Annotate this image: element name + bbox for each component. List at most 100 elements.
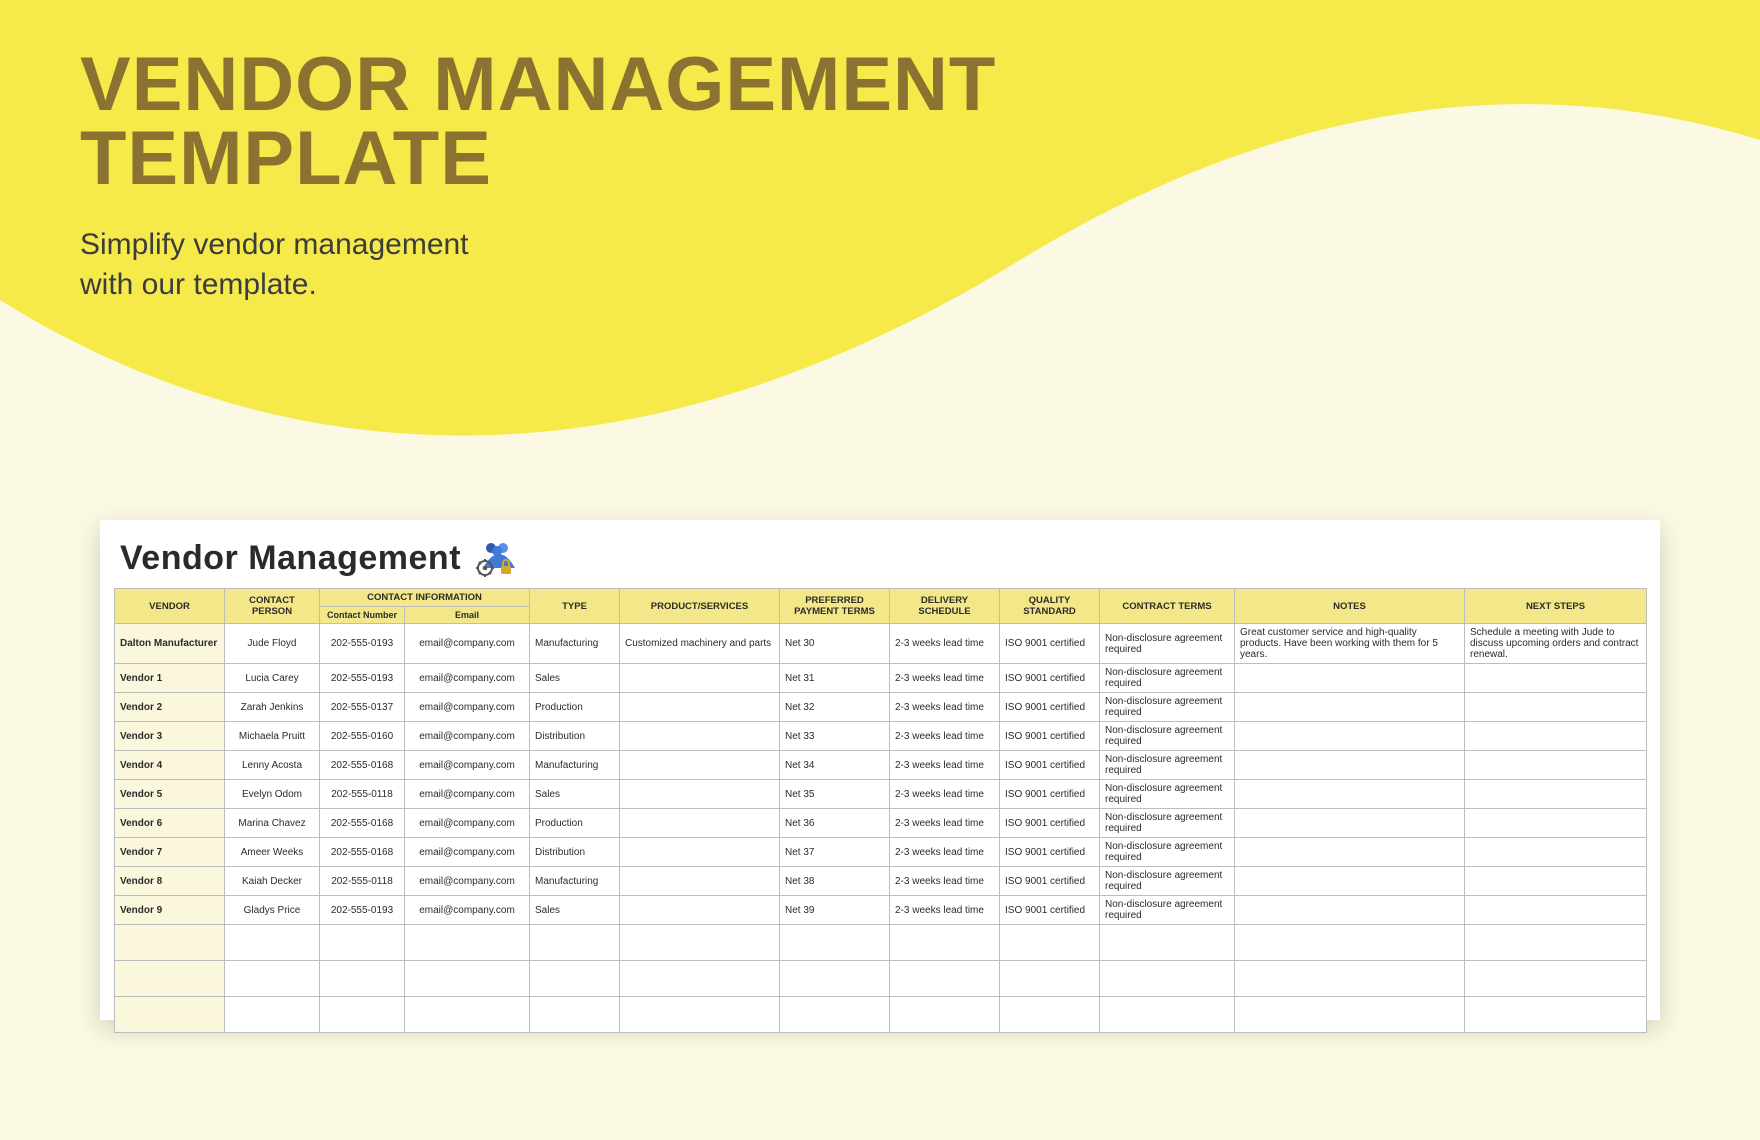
cell-vendor: Vendor 5 (115, 780, 225, 809)
cell-vendor: Vendor 1 (115, 664, 225, 693)
cell-phone: 202-555-0137 (320, 693, 405, 722)
cell-notes (1235, 867, 1465, 896)
cell-notes (1235, 664, 1465, 693)
col-next: NEXT STEPS (1465, 589, 1647, 624)
cell-email: email@company.com (405, 624, 530, 664)
cell-contract: Non-disclosure agreement required (1100, 780, 1235, 809)
page-canvas: VENDOR MANAGEMENT TEMPLATE Simplify vend… (0, 0, 1760, 1140)
col-email: Email (405, 607, 530, 624)
col-contract: CONTRACT TERMS (1100, 589, 1235, 624)
cell-person: Evelyn Odom (225, 780, 320, 809)
cell-delivery: 2-3 weeks lead time (890, 809, 1000, 838)
cell-email: email@company.com (405, 896, 530, 925)
cell-blank (320, 961, 405, 997)
cell-product (620, 896, 780, 925)
cell-vendor: Vendor 6 (115, 809, 225, 838)
cell-blank (1235, 961, 1465, 997)
cell-payment: Net 31 (780, 664, 890, 693)
cell-payment: Net 37 (780, 838, 890, 867)
cell-delivery: 2-3 weeks lead time (890, 693, 1000, 722)
cell-next: Schedule a meeting with Jude to discuss … (1465, 624, 1647, 664)
cell-phone: 202-555-0160 (320, 722, 405, 751)
cell-type: Sales (530, 780, 620, 809)
cell-blank (320, 997, 405, 1033)
cell-payment: Net 38 (780, 867, 890, 896)
title-line-2: TEMPLATE (80, 116, 492, 201)
cell-blank (890, 961, 1000, 997)
col-product: PRODUCT/SERVICES (620, 589, 780, 624)
cell-blank (1000, 961, 1100, 997)
cell-next (1465, 664, 1647, 693)
cell-contract: Non-disclosure agreement required (1100, 867, 1235, 896)
cell-blank (1465, 997, 1647, 1033)
col-vendor: VENDOR (115, 589, 225, 624)
table-row-blank (115, 961, 1647, 997)
cell-contract: Non-disclosure agreement required (1100, 809, 1235, 838)
cell-type: Sales (530, 664, 620, 693)
cell-blank (890, 925, 1000, 961)
subtitle-line-1: Simplify vendor management (80, 228, 469, 261)
cell-next (1465, 896, 1647, 925)
cell-type: Manufacturing (530, 624, 620, 664)
cell-quality: ISO 9001 certified (1000, 867, 1100, 896)
cell-delivery: 2-3 weeks lead time (890, 624, 1000, 664)
col-delivery: DELIVERY SCHEDULE (890, 589, 1000, 624)
cell-product (620, 867, 780, 896)
cell-notes: Great customer service and high-quality … (1235, 624, 1465, 664)
cell-person: Zarah Jenkins (225, 693, 320, 722)
cell-quality: ISO 9001 certified (1000, 838, 1100, 867)
cell-blank (115, 925, 225, 961)
table-row-blank (115, 997, 1647, 1033)
table-row: Vendor 3Michaela Pruitt202-555-0160email… (115, 722, 1647, 751)
cell-notes (1235, 896, 1465, 925)
cell-blank (620, 925, 780, 961)
cell-notes (1235, 722, 1465, 751)
cell-blank (1000, 925, 1100, 961)
cell-blank (405, 961, 530, 997)
spreadsheet-card: Vendor Management (100, 520, 1660, 1020)
cell-blank (405, 997, 530, 1033)
table-row: Vendor 8Kaiah Decker202-555-0118email@co… (115, 867, 1647, 896)
subtitle-line-2: with our template. (80, 268, 317, 301)
sheet-title-row: Vendor Management (120, 538, 1646, 578)
cell-blank (225, 961, 320, 997)
cell-email: email@company.com (405, 867, 530, 896)
cell-delivery: 2-3 weeks lead time (890, 867, 1000, 896)
cell-product: Customized machinery and parts (620, 624, 780, 664)
cell-notes (1235, 838, 1465, 867)
cell-phone: 202-555-0168 (320, 751, 405, 780)
cell-next (1465, 867, 1647, 896)
cell-phone: 202-555-0168 (320, 809, 405, 838)
cell-quality: ISO 9001 certified (1000, 693, 1100, 722)
cell-payment: Net 30 (780, 624, 890, 664)
cell-blank (530, 925, 620, 961)
cell-blank (1465, 961, 1647, 997)
cell-product (620, 693, 780, 722)
cell-blank (780, 997, 890, 1033)
cell-type: Sales (530, 896, 620, 925)
cell-blank (530, 997, 620, 1033)
cell-person: Ameer Weeks (225, 838, 320, 867)
cell-vendor: Vendor 2 (115, 693, 225, 722)
cell-blank (620, 997, 780, 1033)
cell-blank (225, 997, 320, 1033)
cell-payment: Net 32 (780, 693, 890, 722)
cell-next (1465, 780, 1647, 809)
vendor-table: VENDOR CONTACT PERSON CONTACT INFORMATIO… (114, 588, 1647, 1033)
table-row: Vendor 1Lucia Carey202-555-0193email@com… (115, 664, 1647, 693)
cell-notes (1235, 809, 1465, 838)
cell-person: Lenny Acosta (225, 751, 320, 780)
cell-person: Jude Floyd (225, 624, 320, 664)
cell-next (1465, 693, 1647, 722)
cell-blank (1235, 997, 1465, 1033)
cell-notes (1235, 693, 1465, 722)
cell-payment: Net 34 (780, 751, 890, 780)
cell-blank (1100, 997, 1235, 1033)
cell-blank (115, 997, 225, 1033)
cell-blank (1100, 961, 1235, 997)
cell-vendor: Vendor 7 (115, 838, 225, 867)
cell-phone: 202-555-0193 (320, 664, 405, 693)
cell-person: Kaiah Decker (225, 867, 320, 896)
cell-type: Manufacturing (530, 867, 620, 896)
cell-type: Production (530, 693, 620, 722)
